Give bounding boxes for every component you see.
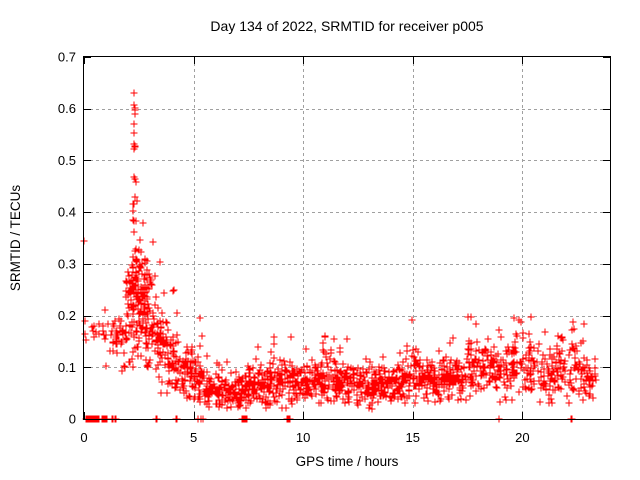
y-tick-label: 0.4 — [58, 205, 76, 220]
x-tick-label: 20 — [515, 430, 529, 445]
x-tick-label: 15 — [406, 430, 420, 445]
plot-border-and-ticks — [83, 56, 611, 420]
y-tick-label: 0.3 — [58, 256, 76, 271]
y-axis-label: SRMTID / TECUs — [8, 185, 23, 292]
tick-labels: 0 5 10 15 20 0 0.1 0.2 0.3 0.4 0.5 0.6 0.7 — [58, 50, 530, 446]
chart-title: Day 134 of 2022, SRMTID for receiver p00… — [210, 18, 483, 34]
x-tick-label: 0 — [80, 430, 87, 445]
y-tick-label: 0 — [69, 412, 76, 427]
y-tick-label: 0.1 — [58, 360, 76, 375]
x-tick-label: 5 — [190, 430, 197, 445]
x-tick-label: 10 — [296, 430, 310, 445]
y-tick-label: 0.5 — [58, 153, 76, 168]
scatter-points — [80, 89, 600, 423]
x-axis-label: GPS time / hours — [296, 454, 399, 469]
y-tick-label: 0.2 — [58, 308, 76, 323]
y-tick-label: 0.6 — [58, 101, 76, 116]
y-tick-label: 0.7 — [58, 50, 76, 65]
